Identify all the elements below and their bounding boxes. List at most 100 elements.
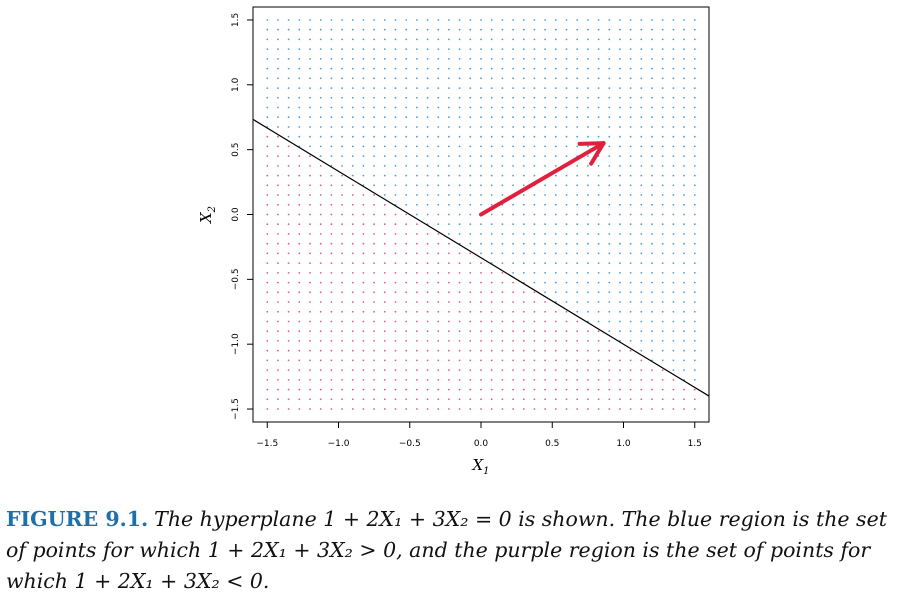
purple-point (469, 252, 472, 255)
blue-point (587, 135, 589, 138)
y-axis-title: X2 (197, 206, 218, 224)
purple-point (512, 320, 514, 323)
blue-point (330, 38, 333, 41)
blue-point (565, 272, 568, 274)
blue-point (672, 291, 675, 294)
purple-point (469, 310, 472, 313)
blue-point (576, 58, 579, 60)
blue-point (405, 155, 408, 158)
arrow-head (577, 141, 606, 146)
blue-point (651, 106, 653, 109)
blue-point (351, 155, 354, 158)
purple-point (458, 349, 461, 352)
blue-point (661, 242, 664, 245)
blue-point (319, 28, 322, 31)
blue-point (683, 262, 685, 264)
purple-point (437, 398, 440, 401)
blue-point (405, 67, 408, 70)
blue-point (480, 242, 482, 245)
blue-point (480, 67, 482, 70)
blue-point (693, 77, 696, 80)
purple-point (576, 388, 579, 391)
blue-point (683, 96, 685, 99)
purple-point (341, 281, 343, 284)
purple-point (394, 291, 397, 294)
blue-point (522, 19, 525, 21)
purple-point (362, 379, 365, 381)
blue-point (383, 135, 386, 138)
blue-point (394, 116, 397, 119)
blue-point (683, 145, 685, 148)
blue-point (383, 116, 386, 119)
purple-point (490, 272, 493, 274)
blue-point (469, 77, 472, 80)
blue-point (619, 155, 621, 158)
blue-point (672, 174, 675, 177)
purple-point (362, 233, 365, 235)
blue-point (501, 96, 504, 99)
blue-point (426, 203, 429, 206)
blue-point (683, 58, 685, 60)
purple-point (512, 281, 514, 284)
purple-point (576, 359, 579, 362)
purple-point (426, 272, 429, 274)
blue-point (277, 67, 279, 70)
blue-point (544, 135, 546, 138)
blue-point (629, 242, 632, 245)
blue-point (416, 87, 418, 89)
blue-point (651, 233, 653, 235)
purple-point (437, 330, 440, 333)
blue-point (394, 155, 397, 158)
purple-point (416, 310, 418, 313)
blue-point (512, 77, 514, 80)
blue-point (341, 116, 343, 119)
blue-point (512, 174, 514, 177)
blue-point (629, 184, 632, 187)
blue-point (629, 310, 632, 313)
blue-point (576, 184, 579, 187)
blue-point (629, 223, 632, 226)
blue-point (490, 184, 493, 187)
blue-point (480, 19, 482, 21)
purple-point (405, 369, 408, 371)
blue-point (554, 77, 557, 80)
blue-point (565, 38, 568, 41)
purple-point (512, 388, 514, 391)
blue-point (501, 126, 504, 128)
blue-point (287, 126, 290, 128)
purple-point (309, 398, 311, 401)
purple-point (287, 291, 290, 294)
blue-point (448, 184, 450, 187)
blue-point (672, 301, 675, 303)
blue-point (619, 223, 621, 226)
purple-point (597, 398, 600, 401)
blue-point (394, 77, 397, 80)
blue-point (309, 145, 311, 148)
blue-point (394, 165, 397, 167)
blue-point (544, 281, 546, 284)
purple-point (416, 379, 418, 381)
blue-point (416, 135, 418, 138)
purple-point (576, 369, 579, 371)
blue-point (458, 155, 461, 158)
blue-point (619, 262, 621, 264)
blue-point (266, 19, 269, 21)
blue-point (341, 106, 343, 109)
blue-point (480, 184, 482, 187)
blue-point (512, 28, 514, 31)
blue-point (629, 281, 632, 284)
blue-point (619, 242, 621, 245)
blue-point (426, 106, 429, 109)
purple-point (683, 408, 685, 410)
purple-point (319, 203, 322, 206)
blue-point (693, 106, 696, 109)
blue-point (405, 96, 408, 99)
purple-point (544, 359, 546, 362)
purple-point (405, 320, 408, 323)
purple-point (405, 330, 408, 333)
purple-point (426, 349, 429, 352)
blue-point (661, 38, 664, 41)
blue-point (309, 96, 311, 99)
purple-point (426, 369, 429, 371)
blue-point (683, 349, 685, 352)
